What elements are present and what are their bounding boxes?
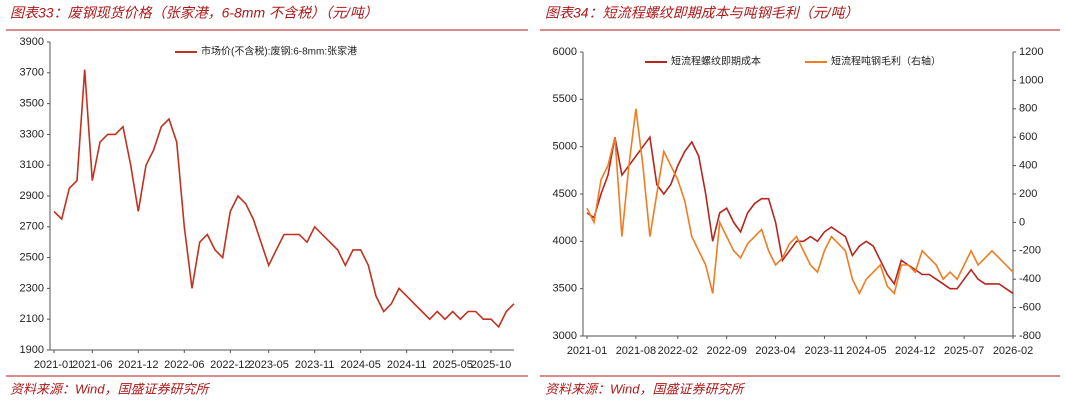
y-tick-label: 2300	[20, 282, 44, 294]
chart-title: 图表33：废钢现货价格（张家港，6-8mm 不含税）（元/吨）	[10, 5, 378, 21]
y-tick-label: 2900	[20, 190, 44, 202]
x-tick-label: 2023-11	[805, 345, 845, 357]
legend-label: 短流程螺纹即期成本	[671, 55, 761, 68]
y2-tick-label: -600	[1019, 302, 1041, 314]
legend-label: 短流程吨钢毛利（右轴）	[831, 55, 941, 68]
x-tick-label: 2023-11	[295, 359, 335, 371]
y-tick-label: 2700	[20, 221, 44, 233]
y-tick-label: 4000	[553, 235, 577, 247]
y2-tick-label: 200	[1019, 188, 1037, 200]
x-tick-label: 2022-12	[210, 359, 250, 371]
y-tick-label: 4500	[553, 188, 577, 200]
series-line	[586, 108, 1014, 296]
y-tick-label: 2100	[20, 313, 44, 325]
x-tick-label: 2026-02	[993, 345, 1033, 357]
y2-tick-label: 800	[1019, 103, 1037, 115]
y-tick-label: 3500	[20, 98, 44, 110]
x-tick-label: 2024-12	[895, 345, 935, 357]
series-line	[53, 69, 515, 329]
series-line	[586, 135, 1014, 295]
x-tick-label: 2024-11	[387, 359, 427, 371]
y-tick-label: 5500	[553, 93, 577, 105]
x-tick-label: 2025-10	[471, 359, 511, 371]
y-tick-label: 3100	[20, 159, 44, 171]
x-tick-label: 2021-08	[616, 345, 656, 357]
y-tick-label: 3500	[553, 283, 577, 295]
x-tick-label: 2021-12	[118, 359, 158, 371]
y2-tick-label: -200	[1019, 245, 1041, 257]
x-tick-label: 2021-01	[34, 359, 74, 371]
y2-tick-label: 400	[1019, 160, 1037, 172]
y-tick-label: 3300	[20, 128, 44, 140]
x-tick-label: 2022-02	[658, 345, 698, 357]
x-tick-label: 2024-05	[340, 359, 380, 371]
legend-label: 市场价(不含税):废钢:6-8mm:张家港	[201, 45, 357, 58]
x-tick-label: 2022-06	[164, 359, 204, 371]
x-tick-label: 2023-04	[755, 345, 795, 357]
y2-tick-label: -800	[1019, 330, 1041, 342]
x-tick-label: 2021-06	[72, 359, 112, 371]
y-tick-label: 3700	[20, 67, 44, 79]
y-tick-label: 2500	[20, 252, 44, 264]
y2-tick-label: -400	[1019, 273, 1041, 285]
y2-tick-label: 1200	[1019, 46, 1043, 58]
x-tick-label: 2021-01	[567, 345, 607, 357]
chart-title: 图表34：短流程螺纹即期成本与吨钢毛利（元/吨）	[545, 5, 858, 21]
y2-tick-label: 0	[1019, 216, 1025, 228]
y-tick-label: 1900	[20, 344, 44, 356]
y-tick-label: 6000	[553, 46, 577, 58]
source-note: 资料来源：Wind，国盛证券研究所	[10, 381, 211, 396]
x-tick-label: 2025-05	[432, 359, 472, 371]
y-tick-label: 3900	[20, 36, 44, 48]
x-tick-label: 2025-07	[944, 345, 984, 357]
y-tick-label: 3000	[553, 330, 577, 342]
source-note: 资料来源：Wind，国盛证券研究所	[545, 381, 746, 396]
y-tick-label: 5000	[553, 141, 577, 153]
y2-tick-label: 1000	[1019, 74, 1043, 86]
y2-tick-label: 600	[1019, 131, 1037, 143]
x-tick-label: 2022-09	[706, 345, 746, 357]
x-tick-label: 2023-05	[248, 359, 288, 371]
x-tick-label: 2024-05	[846, 345, 886, 357]
